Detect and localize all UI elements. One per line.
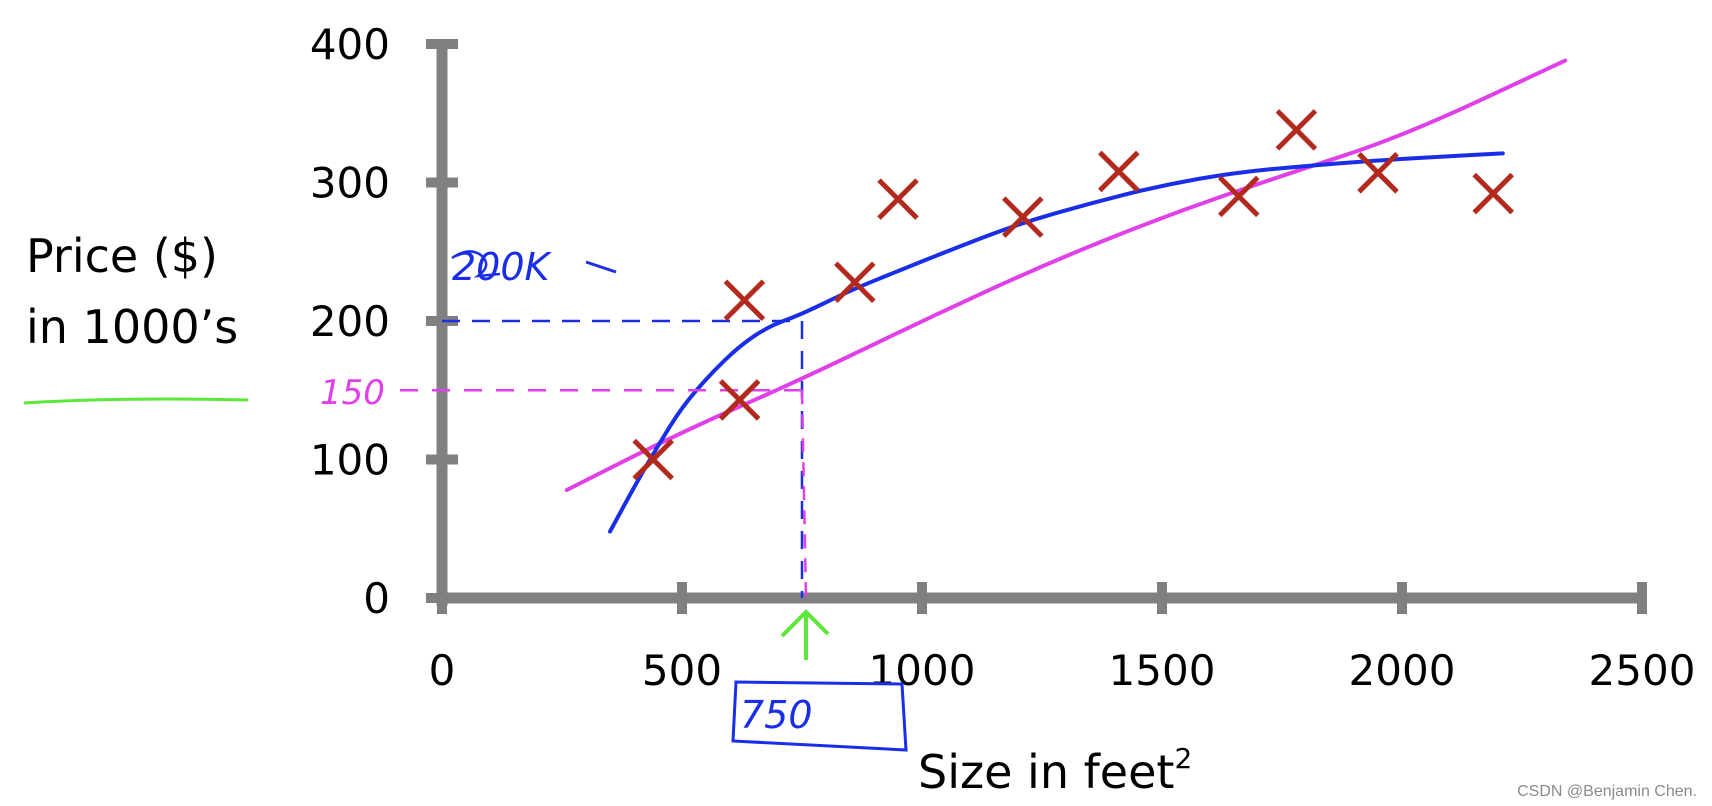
x-tick-label-1000: 1000	[869, 646, 976, 695]
y-tick-label-400: 400	[310, 20, 390, 69]
annotation-750: 750	[740, 693, 813, 737]
data-point	[723, 279, 766, 321]
y-tick-label-200: 200	[310, 297, 390, 346]
y-tick-label-300: 300	[310, 159, 390, 208]
data-point-stroke-b	[1098, 150, 1140, 193]
ylabel-green-underline	[23, 397, 249, 405]
data-point	[1002, 196, 1044, 238]
annotation-200k-tail	[585, 260, 617, 274]
data-point-stroke-b	[1472, 172, 1514, 215]
guide-lines	[400, 250, 808, 599]
x-tick-label-500: 500	[642, 646, 722, 695]
data-point-stroke-b	[877, 178, 919, 220]
watermark: CSDN @Benjamin Chen.	[1517, 783, 1697, 800]
axes	[426, 39, 1647, 614]
fit-line-curve	[608, 151, 1505, 534]
data-point	[1472, 172, 1514, 215]
data-point	[1098, 150, 1140, 193]
data-point-stroke-b	[1218, 175, 1260, 218]
y-axis-label-line2: in 1000’s	[26, 300, 238, 354]
data-point	[718, 379, 761, 421]
data-point	[632, 438, 674, 481]
x-axis-label: Size in feet2	[918, 742, 1192, 799]
tick-labels: 0 500 1000 1500 2000 2500 0 100 200 300 400	[310, 20, 1696, 695]
fit-lines	[564, 58, 1568, 534]
x-tick-label-0: 0	[429, 646, 456, 695]
annotation-200k: 200K	[452, 245, 553, 289]
data-point-stroke-b	[632, 438, 674, 481]
data-points	[632, 109, 1514, 481]
annotation-150: 150	[320, 373, 385, 413]
y-tick-label-0: 0	[363, 574, 390, 623]
y-axis-label-line1: Price ($)	[26, 229, 218, 283]
data-point-stroke-b	[718, 379, 761, 421]
data-point	[1218, 175, 1260, 218]
data-point	[877, 178, 919, 220]
data-point	[834, 261, 876, 303]
data-point-stroke-b	[834, 261, 876, 303]
guide-750-vertical-magenta	[800, 390, 808, 599]
data-point-stroke-b	[1275, 109, 1318, 151]
x-tick-label-2000: 2000	[1349, 646, 1456, 695]
green-up-arrow	[780, 609, 830, 660]
data-point-stroke-b	[1357, 152, 1399, 194]
data-point-stroke-b	[1002, 196, 1044, 238]
data-point-stroke-b	[723, 279, 766, 321]
annotation-200k-stroke	[451, 250, 501, 278]
x-tick-label-2500: 2500	[1589, 646, 1696, 695]
y-tick-label-100: 100	[310, 436, 390, 485]
data-point	[1275, 109, 1318, 151]
fit-line-straight-line	[564, 58, 1568, 492]
x-tick-label-1500: 1500	[1109, 646, 1216, 695]
annotation-750-box	[731, 680, 908, 752]
x-axis-label-superscript: 2	[1174, 742, 1192, 775]
data-point	[1357, 152, 1399, 194]
